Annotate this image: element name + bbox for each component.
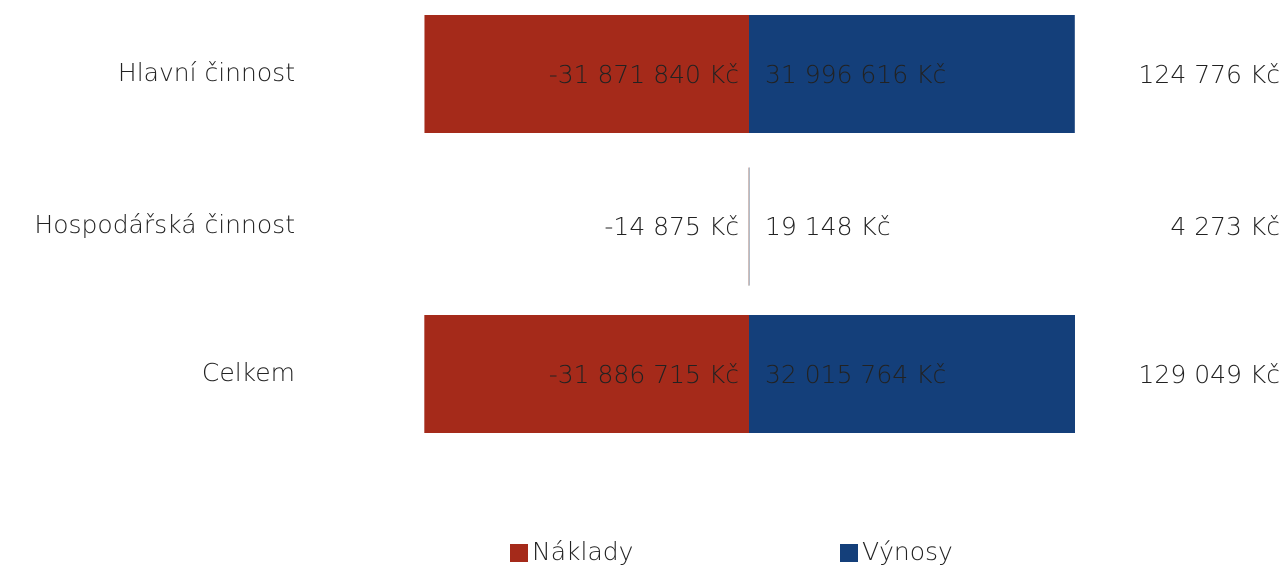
legend-label: Náklady (532, 537, 633, 566)
legend-swatch (840, 544, 858, 562)
value-label: -31 871 840 Kč (549, 60, 739, 89)
net-label: 4 273 Kč (1170, 212, 1280, 241)
value-label: 19 148 Kč (765, 212, 891, 241)
bar (749, 315, 1075, 433)
category-label: Hospodářská činnost (34, 210, 295, 239)
net-label: 124 776 Kč (1139, 60, 1280, 89)
value-label: 31 996 616 Kč (765, 60, 946, 89)
legend-label: Výnosy (862, 537, 953, 566)
value-label: -14 875 Kč (604, 212, 739, 241)
value-label: 32 015 764 Kč (765, 360, 946, 389)
bar (749, 15, 1075, 133)
net-label: 129 049 Kč (1139, 360, 1280, 389)
legend-swatch (510, 544, 528, 562)
value-label: -31 886 715 Kč (549, 360, 739, 389)
category-label: Hlavní činnost (118, 58, 295, 87)
category-label: Celkem (202, 358, 295, 387)
bar (424, 315, 749, 433)
bar (424, 15, 749, 133)
